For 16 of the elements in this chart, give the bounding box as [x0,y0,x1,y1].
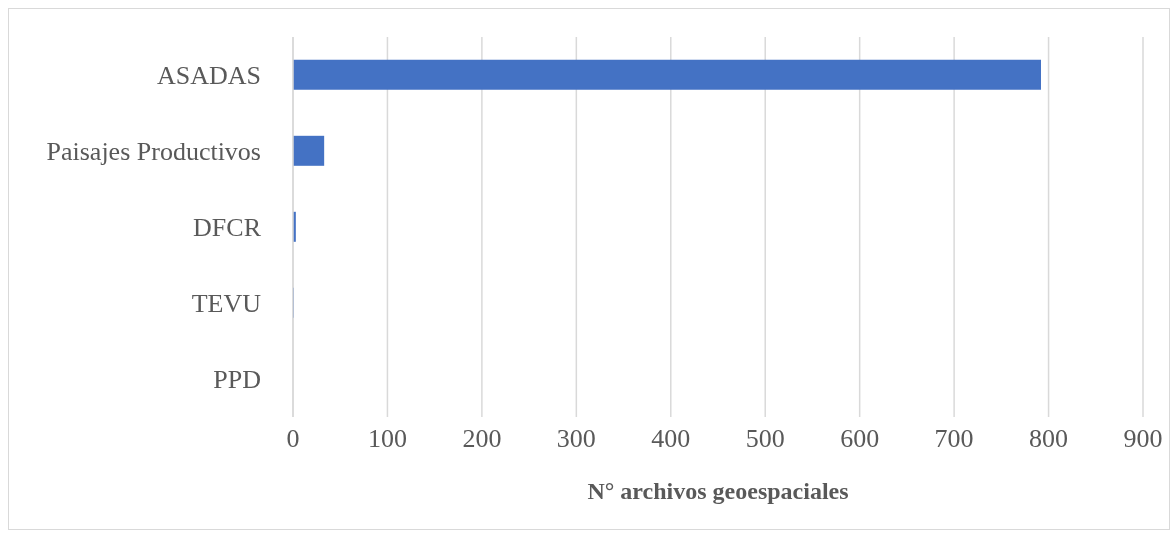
x-tick-label: 200 [462,424,502,454]
x-tick-label: 900 [1123,424,1163,454]
y-tick-label: Paisajes Productivos [46,137,261,167]
y-tick-label: DFCR [193,213,262,243]
x-tick-label: 0 [286,424,300,454]
x-tick-label: 700 [934,424,974,454]
x-tick-label: 500 [745,424,785,454]
y-tick-label: TEVU [191,289,262,319]
x-axis-title: N° archivos geoespaciales [587,478,849,504]
x-tick-label: 600 [840,424,880,454]
x-tick-label: 300 [556,424,596,454]
y-tick-label: ASADAS [156,61,261,91]
y-tick-label: PPD [213,365,261,395]
x-tick-label: 800 [1029,424,1069,454]
x-tick-label: 400 [651,424,691,454]
x-tick-label: 100 [367,424,407,454]
